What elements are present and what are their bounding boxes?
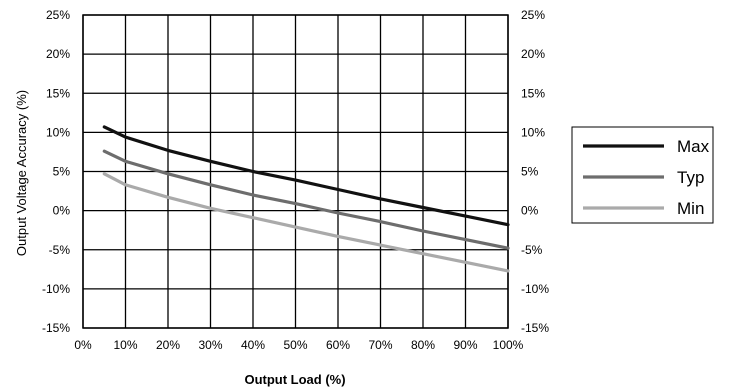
x-tick-label: 70% (368, 338, 392, 352)
y-tick-label-right: -10% (521, 282, 549, 296)
y-tick-label-right: 25% (521, 8, 545, 22)
y-tick-label-right: 15% (521, 86, 545, 100)
y-tick-label-left: 15% (46, 86, 70, 100)
y-tick-label-left: 5% (53, 165, 71, 179)
legend-label-min: Min (677, 199, 704, 218)
y-tick-label-right: -15% (521, 321, 549, 335)
y-tick-label-right: 5% (521, 165, 539, 179)
x-tick-label: 50% (283, 338, 307, 352)
y-tick-label-right: 10% (521, 125, 545, 139)
series-line-min (102, 172, 510, 273)
y-tick-label-left: -10% (42, 282, 70, 296)
x-tick-label: 30% (198, 338, 222, 352)
series-line-max (102, 125, 510, 227)
series-line-typ (102, 149, 510, 250)
y-tick-label-left: 25% (46, 8, 70, 22)
grid (82, 14, 509, 329)
x-tick-labels: 0% 10% 20% 30% 40% 50% 60% 70% 80% 90% 100% (74, 338, 523, 352)
y-tick-label-left: 20% (46, 47, 70, 61)
x-tick-label: 100% (493, 338, 524, 352)
legend-label-typ: Typ (677, 168, 704, 187)
x-tick-label: 40% (241, 338, 265, 352)
y-axis-title: Output Voltage Accuracy (%) (14, 90, 29, 256)
y-tick-label-left: 0% (53, 204, 71, 218)
x-tick-label: 90% (453, 338, 477, 352)
x-tick-label: 0% (74, 338, 92, 352)
y-tick-labels-left: 25% 20% 15% 10% 5% 0% -5% -10% -15% (42, 8, 70, 335)
legend: Max Typ Min (571, 126, 714, 224)
legend-label-max: Max (677, 137, 710, 156)
y-tick-label-left: -15% (42, 321, 70, 335)
y-tick-label-right: -5% (521, 243, 543, 257)
x-tick-label: 20% (156, 338, 180, 352)
x-tick-label: 80% (411, 338, 435, 352)
y-tick-label-right: 20% (521, 47, 545, 61)
plot-frame (82, 14, 509, 329)
y-tick-labels-right: 25% 20% 15% 10% 5% 0% -5% -10% -15% (521, 8, 549, 335)
y-tick-label-left: -5% (49, 243, 71, 257)
y-tick-label-right: 0% (521, 204, 539, 218)
y-tick-label-left: 10% (46, 125, 70, 139)
x-tick-label: 60% (326, 338, 350, 352)
series-lines (102, 125, 510, 273)
x-tick-label: 10% (113, 338, 137, 352)
x-axis-title: Output Load (%) (244, 372, 345, 387)
